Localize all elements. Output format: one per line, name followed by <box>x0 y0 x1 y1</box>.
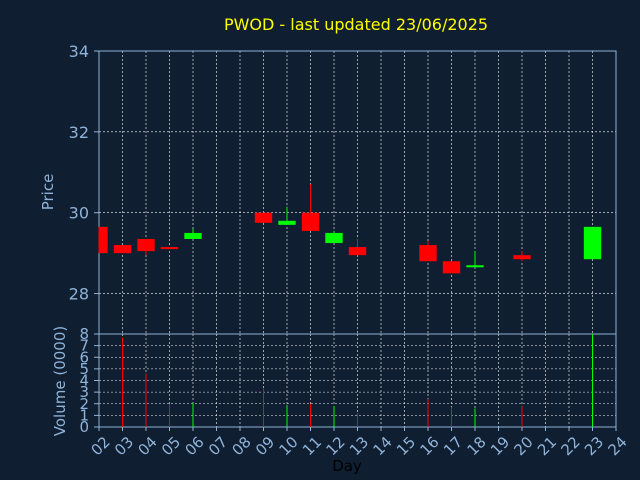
x-tick-label: 19 <box>487 433 513 459</box>
candle-body <box>254 212 273 223</box>
x-tick-label: 21 <box>534 433 560 459</box>
x-tick-label: 05 <box>158 433 184 459</box>
x-tick-label: 22 <box>558 433 584 459</box>
volume-tick-label: 6 <box>79 348 89 366</box>
candle-body <box>184 232 202 239</box>
volume-tick-label: 8 <box>79 325 89 343</box>
candle-body <box>99 226 108 254</box>
x-tick-label: 10 <box>276 433 302 459</box>
price-panel: 28 30 32 34 Price <box>39 42 617 335</box>
volume-tick-label: 7 <box>79 337 89 355</box>
candle-body <box>137 238 155 252</box>
candle-body <box>160 247 179 250</box>
price-y-ticks: 28 30 32 34 <box>69 42 99 304</box>
chart-title: PWOD - last updated 23/06/2025 <box>224 15 488 34</box>
x-tick-label: 08 <box>229 433 255 459</box>
x-tick-label: 15 <box>393 433 419 459</box>
volume-tick-label: 3 <box>79 383 89 401</box>
price-axis-label: Price <box>39 174 57 211</box>
volume-tick-label: 5 <box>79 360 89 378</box>
x-tick-label: 14 <box>370 433 396 459</box>
price-tick-label: 30 <box>69 204 89 223</box>
volume-tick-label: 0 <box>79 418 89 436</box>
candle-body <box>583 226 602 260</box>
candle-body <box>113 245 132 254</box>
x-tick-label: 09 <box>252 433 278 459</box>
candle-body <box>278 220 296 225</box>
x-tick-label: 24 <box>605 433 631 459</box>
candle-body <box>348 247 367 256</box>
x-tick-label: 17 <box>440 433 466 459</box>
price-tick-label: 34 <box>69 42 89 61</box>
x-tick-label: 16 <box>417 433 443 459</box>
candle-body <box>325 232 343 244</box>
candle-body <box>442 261 461 274</box>
x-tick-label: 02 <box>88 433 114 459</box>
x-tick-label: 18 <box>464 433 490 459</box>
volume-tick-label: 4 <box>79 372 89 390</box>
volume-axis-label: Volume (0000) <box>51 326 69 436</box>
x-tick-label: 04 <box>135 433 161 459</box>
price-grid <box>98 50 617 334</box>
candle-body <box>466 265 484 268</box>
x-tick-label: 23 <box>581 433 607 459</box>
x-axis-label: Day <box>332 457 362 475</box>
x-tick-label: 11 <box>299 433 325 459</box>
x-tick-label: 20 <box>511 433 537 459</box>
candle-body <box>301 212 320 231</box>
x-tick-label: 12 <box>323 433 349 459</box>
candle-body <box>513 255 531 260</box>
volume-tick-label: 1 <box>79 406 89 424</box>
x-tick-label: 07 <box>205 433 231 459</box>
x-tick-label: 03 <box>111 433 137 459</box>
volume-tick-label: 2 <box>79 395 89 413</box>
price-tick-label: 32 <box>69 123 89 142</box>
price-tick-label: 28 <box>69 285 89 304</box>
candle-body <box>419 245 437 262</box>
x-tick-label: 13 <box>346 433 372 459</box>
x-tick-label: 06 <box>182 433 208 459</box>
volume-bars <box>122 334 593 427</box>
x-axis-ticks: 0203040506070809101112131415161718192021… <box>88 427 631 459</box>
price-candles <box>98 184 602 274</box>
